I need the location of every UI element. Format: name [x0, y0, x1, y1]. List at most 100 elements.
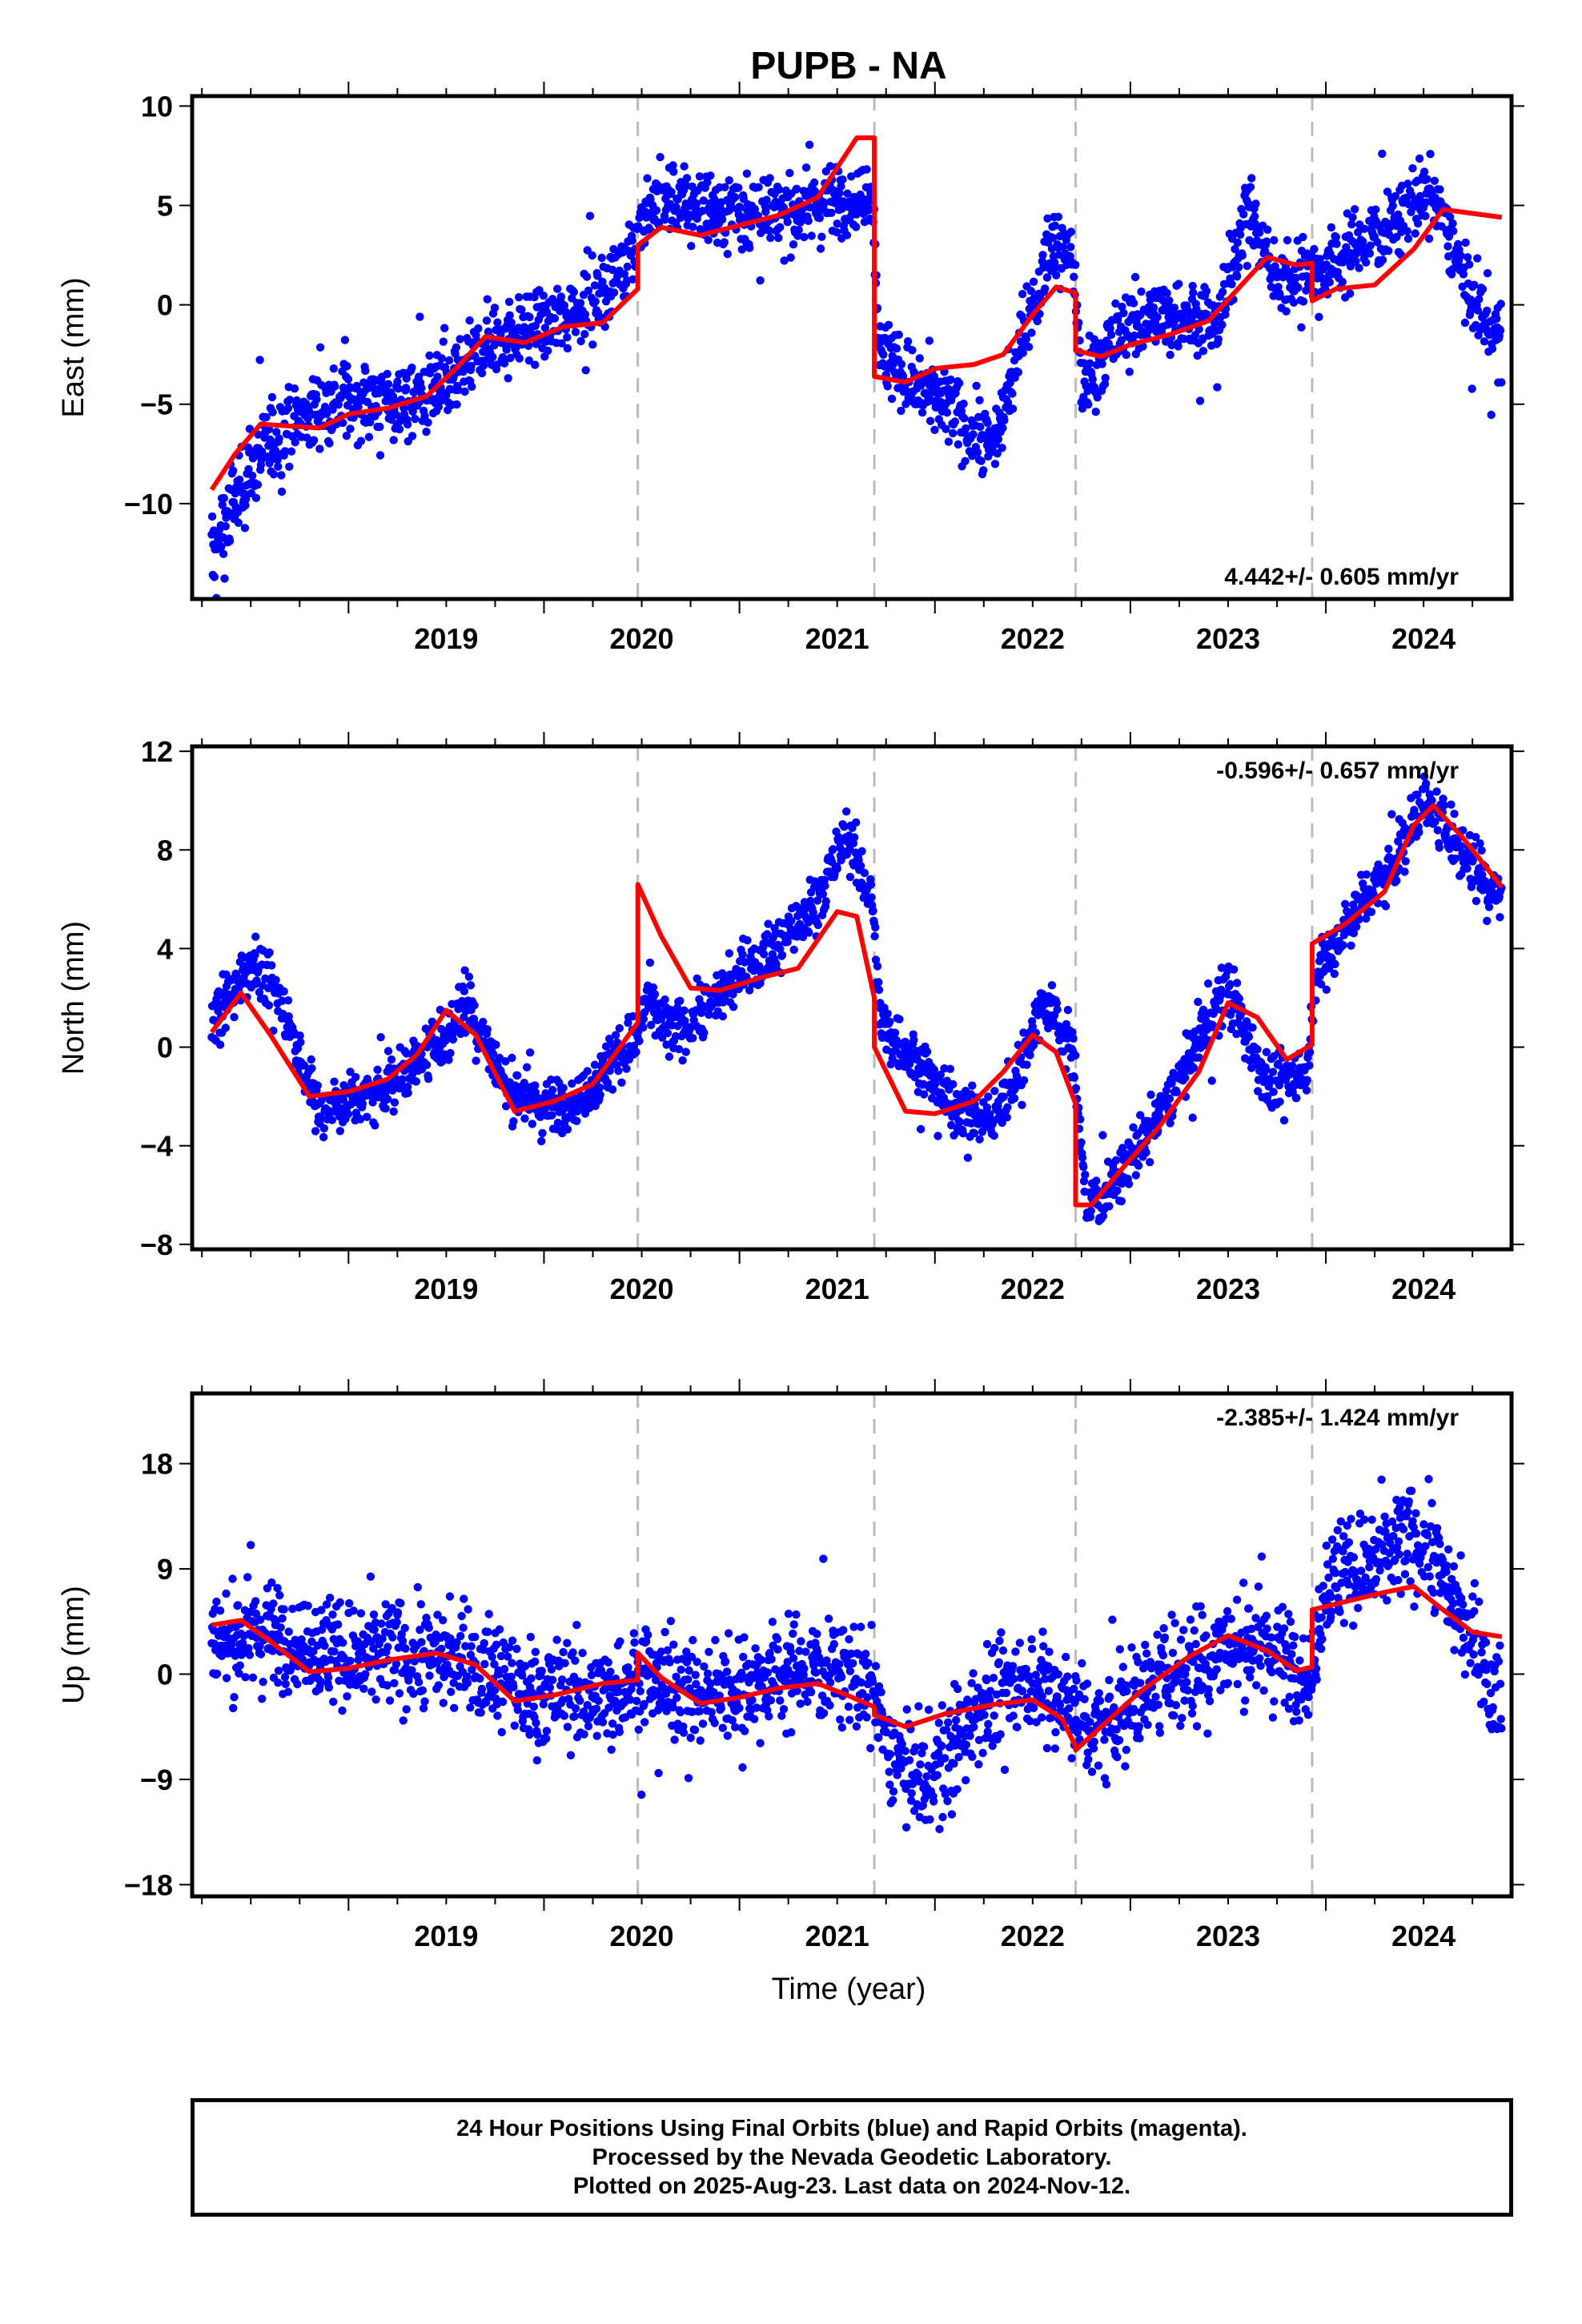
- position-point: [488, 352, 497, 361]
- position-point: [766, 233, 775, 243]
- position-point: [298, 1655, 307, 1664]
- position-point: [1071, 260, 1080, 269]
- position-point: [1459, 270, 1468, 279]
- position-point: [792, 184, 801, 193]
- position-point: [1468, 384, 1476, 393]
- position-point: [1419, 167, 1429, 176]
- position-point: [1162, 288, 1171, 298]
- position-point: [949, 1080, 958, 1089]
- position-point: [398, 1075, 407, 1084]
- position-point: [723, 250, 732, 259]
- position-point: [818, 890, 827, 899]
- position-point: [628, 1011, 637, 1021]
- position-point: [1366, 241, 1375, 250]
- position-point: [230, 1012, 239, 1022]
- position-point: [466, 1703, 475, 1712]
- position-point: [815, 214, 824, 223]
- position-point: [278, 996, 287, 1005]
- position-point: [1354, 227, 1363, 237]
- position-point: [1227, 279, 1236, 289]
- position-point: [456, 1631, 465, 1641]
- position-point: [452, 343, 461, 352]
- position-point: [650, 990, 660, 999]
- position-point: [1302, 1086, 1311, 1095]
- position-point: [422, 1614, 431, 1622]
- position-point: [369, 1610, 379, 1619]
- position-point: [501, 1057, 510, 1066]
- position-point: [1394, 837, 1403, 846]
- position-point: [1052, 999, 1062, 1007]
- position-point: [676, 996, 685, 1006]
- position-point: [1118, 302, 1126, 312]
- position-point: [320, 402, 330, 412]
- position-point: [869, 907, 877, 915]
- position-point: [319, 1124, 328, 1133]
- position-point: [312, 395, 321, 404]
- position-point: [461, 1642, 470, 1651]
- position-point: [1124, 1180, 1134, 1188]
- position-point: [221, 1023, 230, 1032]
- position-point: [264, 425, 274, 434]
- position-point: [243, 1573, 252, 1582]
- position-point: [375, 422, 384, 432]
- position-point: [230, 1693, 239, 1702]
- position-point: [1049, 233, 1058, 243]
- position-point: [1174, 342, 1182, 351]
- position-point: [422, 1060, 432, 1070]
- position-point: [460, 387, 469, 396]
- position-point: [424, 418, 432, 427]
- position-point: [263, 452, 272, 461]
- position-point: [217, 542, 226, 551]
- position-point: [700, 1028, 709, 1037]
- position-point: [1018, 1100, 1026, 1110]
- position-point: [1275, 291, 1284, 300]
- position-point: [1303, 1076, 1311, 1084]
- position-point: [280, 1673, 290, 1682]
- position-point: [351, 1072, 360, 1082]
- position-point: [1267, 283, 1276, 292]
- position-point: [820, 199, 829, 207]
- position-point: [926, 416, 935, 425]
- position-point: [706, 171, 715, 180]
- position-point: [1351, 205, 1359, 214]
- position-point: [1022, 335, 1031, 344]
- position-point: [334, 400, 343, 409]
- position-point: [1419, 772, 1429, 781]
- position-point: [581, 366, 590, 375]
- position-point: [885, 1017, 894, 1027]
- position-point: [874, 985, 884, 995]
- position-point: [680, 162, 689, 171]
- position-point: [1423, 175, 1431, 183]
- position-point: [438, 1057, 447, 1066]
- position-point: [1093, 393, 1102, 402]
- position-point: [1391, 191, 1400, 201]
- position-point: [531, 360, 540, 369]
- position-point: [1100, 380, 1110, 388]
- position-point: [1084, 400, 1093, 409]
- position-point: [367, 1687, 376, 1696]
- position-point: [1091, 408, 1100, 416]
- position-point: [515, 354, 524, 363]
- position-point: [313, 1081, 322, 1090]
- position-point: [284, 1627, 293, 1636]
- position-point: [1111, 1156, 1121, 1165]
- position-point: [1058, 243, 1068, 251]
- position-point: [442, 391, 451, 400]
- position-point: [335, 1676, 343, 1685]
- position-point: [253, 480, 263, 489]
- position-point: [827, 208, 836, 217]
- position-point: [307, 1063, 316, 1073]
- position-point: [609, 288, 619, 297]
- position-point: [346, 424, 355, 433]
- position-point: [1463, 864, 1472, 873]
- x-tick-label: 2019: [414, 622, 478, 655]
- position-point: [870, 931, 879, 941]
- y-tick-label: 5: [157, 190, 173, 223]
- position-point: [871, 923, 880, 932]
- position-point: [1448, 219, 1457, 228]
- position-point: [1274, 283, 1283, 292]
- position-point: [756, 276, 765, 285]
- position-point: [1439, 794, 1447, 803]
- position-point: [293, 1679, 302, 1689]
- position-point: [1210, 319, 1219, 328]
